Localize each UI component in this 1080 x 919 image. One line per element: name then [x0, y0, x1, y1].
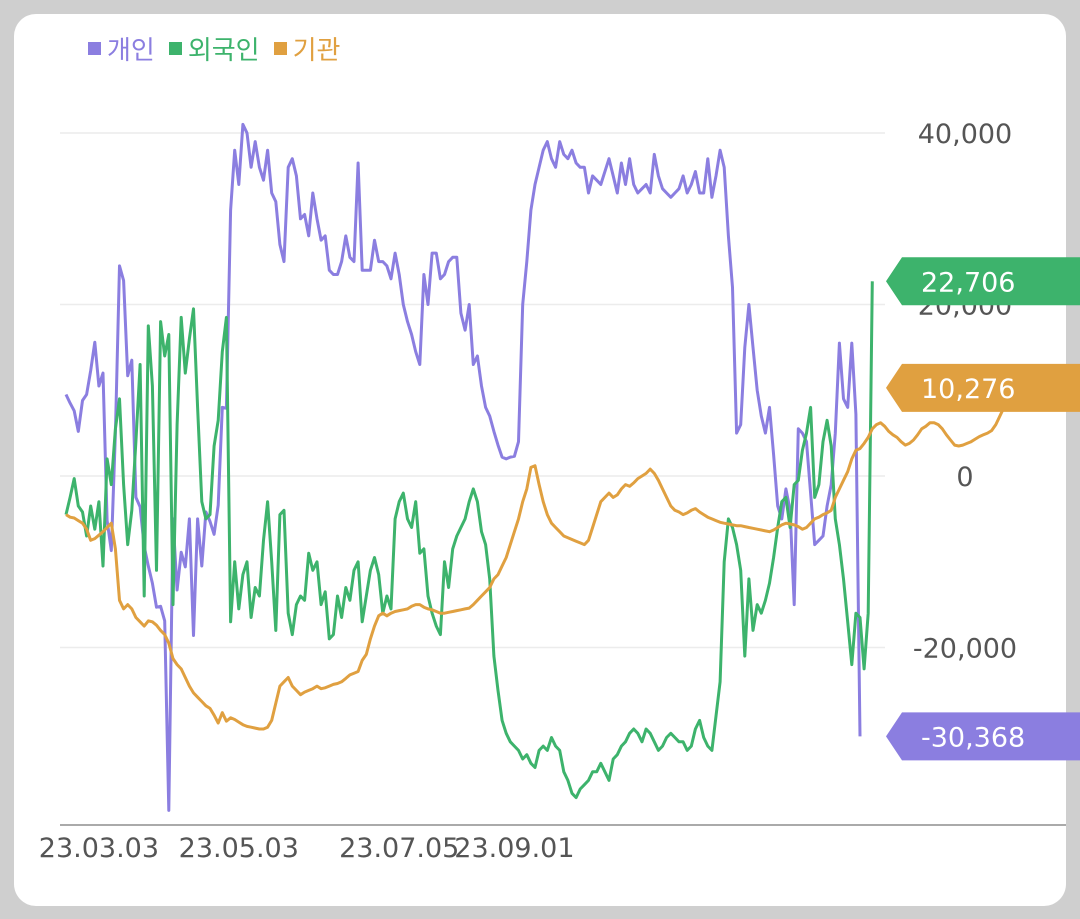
- legend-swatch-individual: [88, 42, 101, 55]
- x-tick-label: 23.05.03: [179, 833, 299, 864]
- series-line-1: [64, 281, 874, 800]
- last-value-label-1: 22,706: [921, 267, 1015, 298]
- last-value-tag-2: [886, 363, 1080, 412]
- y-tick-label: 0: [956, 462, 973, 493]
- y-tick-label: -20,000: [913, 634, 1017, 665]
- legend-swatch-institution: [273, 42, 287, 55]
- legend-label-institution: 기관: [292, 36, 341, 66]
- legend-item-institution[interactable]: 기관: [273, 30, 341, 67]
- legend-item-individual[interactable]: 개인: [88, 30, 155, 67]
- series-line-0: [64, 122, 862, 812]
- y-tick-label: 40,000: [918, 119, 1012, 150]
- legend-label-foreign: 외국인: [187, 36, 260, 66]
- x-tick-label: 23.09.01: [454, 833, 574, 864]
- x-tick-label: 23.03.03: [39, 833, 159, 864]
- legend-swatch-foreign: [168, 42, 182, 55]
- legend: 개인 외국인 기관: [88, 30, 340, 67]
- x-tick-label: 23.07.05: [339, 833, 459, 864]
- series-line-2: [65, 387, 1014, 731]
- last-value-label-0: -30,368: [921, 722, 1025, 753]
- legend-label-individual: 개인: [107, 36, 155, 66]
- last-value-tag-0: [886, 712, 1080, 761]
- legend-item-foreign[interactable]: 외국인: [168, 30, 260, 67]
- last-value-tag-1: [886, 257, 1080, 306]
- last-value-label-2: 10,276: [921, 374, 1015, 405]
